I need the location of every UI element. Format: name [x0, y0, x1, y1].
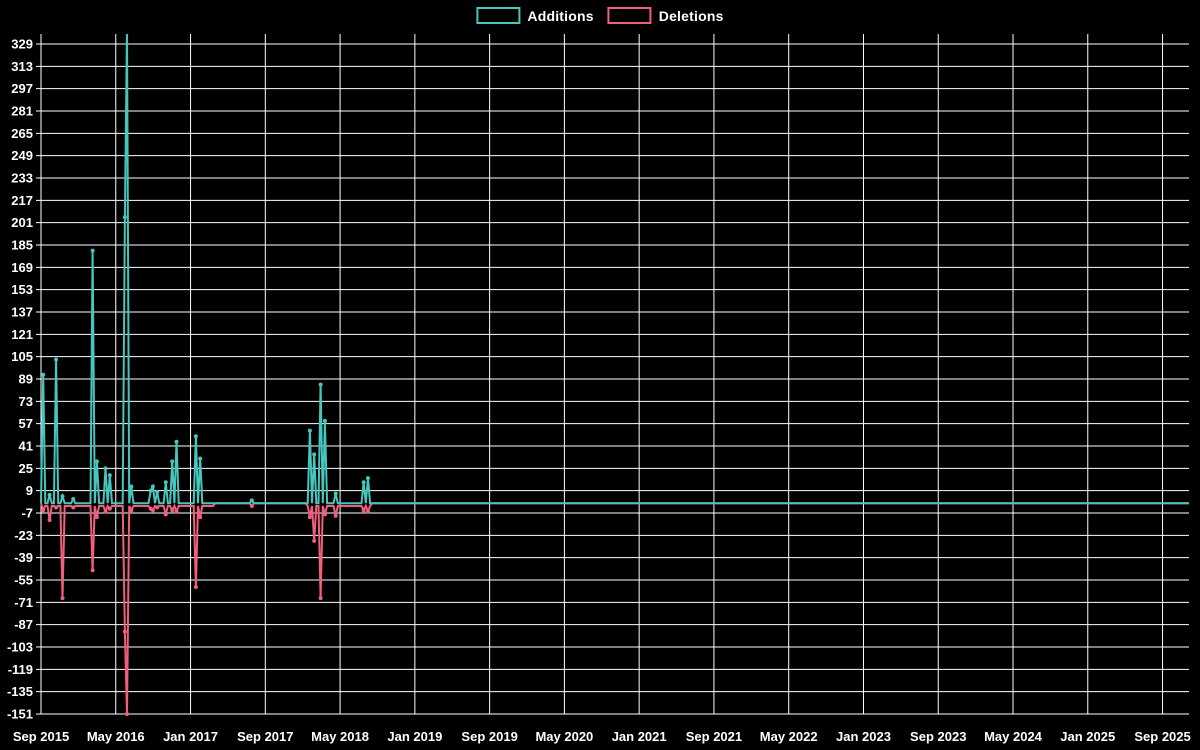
- legend-item-deletions[interactable]: Deletions: [607, 7, 724, 24]
- svg-text:105: 105: [11, 349, 33, 364]
- svg-text:-119: -119: [8, 662, 33, 677]
- svg-text:-103: -103: [7, 639, 33, 654]
- x-axis-tick-labels: Sep 2015 May 2016 Jan 2017 Sep 2017 May 2018…: [13, 729, 1191, 744]
- svg-text:Sep 2021: Sep 2021: [686, 729, 742, 744]
- svg-text:Jan 2023: Jan 2023: [836, 729, 891, 744]
- svg-text:May 2018: May 2018: [311, 729, 369, 744]
- svg-text:41: 41: [19, 438, 33, 453]
- svg-text:233: 233: [11, 170, 33, 185]
- legend-item-additions[interactable]: Additions: [476, 7, 594, 24]
- svg-text:25: 25: [19, 461, 33, 476]
- svg-text:153: 153: [11, 282, 33, 297]
- svg-text:May 2016: May 2016: [87, 729, 145, 744]
- chart-legend: Additions Deletions: [469, 7, 730, 24]
- svg-text:Sep 2017: Sep 2017: [237, 729, 293, 744]
- svg-text:May 2020: May 2020: [535, 729, 593, 744]
- y-axis-tick-labels: 329 313 297 281 265 249 233 217 201 185 169 153 137 1…: [7, 37, 33, 722]
- legend-label-additions: Additions: [527, 7, 594, 24]
- svg-text:May 2024: May 2024: [984, 729, 1043, 744]
- svg-text:Jan 2025: Jan 2025: [1060, 729, 1115, 744]
- svg-text:57: 57: [19, 416, 33, 431]
- deletions-swatch-icon: [607, 7, 652, 24]
- svg-text:297: 297: [11, 81, 33, 96]
- svg-text:Sep 2023: Sep 2023: [910, 729, 966, 744]
- svg-text:-71: -71: [14, 595, 33, 610]
- svg-text:May 2022: May 2022: [760, 729, 818, 744]
- series-lines: [40, 34, 1189, 715]
- svg-text:-151: -151: [7, 706, 33, 721]
- deletions-line: [40, 502, 1189, 715]
- svg-text:137: 137: [11, 304, 33, 319]
- svg-text:265: 265: [11, 126, 33, 141]
- svg-text:329: 329: [11, 37, 33, 52]
- svg-text:201: 201: [11, 215, 33, 230]
- legend-label-deletions: Deletions: [658, 7, 724, 24]
- svg-text:249: 249: [11, 148, 33, 163]
- svg-text:185: 185: [11, 237, 33, 252]
- svg-text:-23: -23: [14, 528, 33, 543]
- svg-text:313: 313: [11, 59, 33, 74]
- svg-text:Sep 2019: Sep 2019: [461, 729, 517, 744]
- svg-text:-87: -87: [14, 617, 33, 632]
- svg-text:Sep 2015: Sep 2015: [13, 729, 69, 744]
- data-point-markers: [41, 215, 370, 716]
- svg-text:Jan 2019: Jan 2019: [387, 729, 442, 744]
- svg-text:-55: -55: [14, 572, 33, 587]
- svg-text:89: 89: [19, 371, 33, 386]
- svg-text:Jan 2017: Jan 2017: [163, 729, 218, 744]
- svg-text:-39: -39: [14, 550, 33, 565]
- gridlines: [36, 34, 1189, 715]
- svg-text:Sep 2025: Sep 2025: [1134, 729, 1190, 744]
- svg-text:73: 73: [19, 394, 33, 409]
- additions-line: [40, 34, 1189, 505]
- svg-text:-7: -7: [21, 505, 33, 520]
- svg-text:281: 281: [11, 103, 33, 118]
- svg-text:-135: -135: [7, 684, 33, 699]
- svg-text:169: 169: [11, 260, 33, 275]
- additions-swatch-icon: [476, 7, 521, 24]
- svg-text:121: 121: [11, 327, 33, 342]
- svg-text:217: 217: [11, 193, 33, 208]
- svg-text:9: 9: [26, 483, 33, 498]
- svg-text:Jan 2021: Jan 2021: [612, 729, 667, 744]
